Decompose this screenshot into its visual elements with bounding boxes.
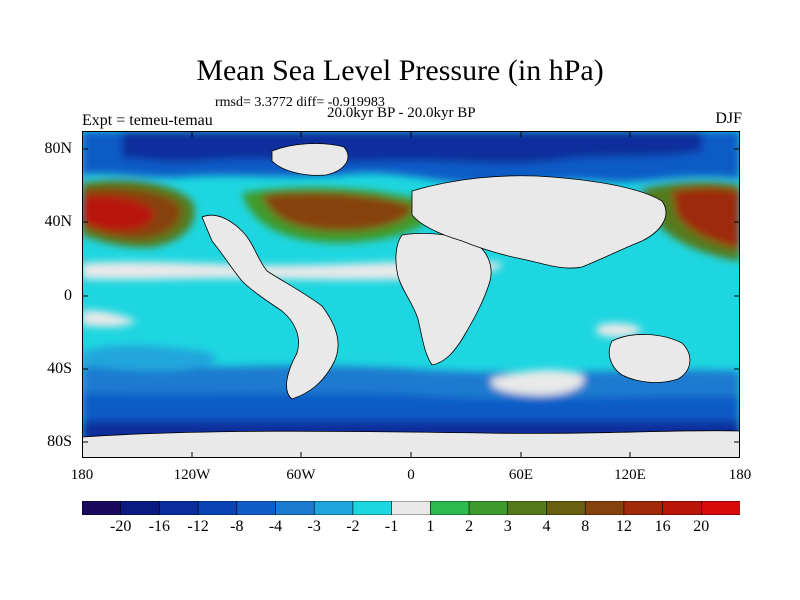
colorbar-swatch (120, 501, 161, 515)
colorbar-label: -4 (268, 518, 283, 535)
lat-label-80n: 80N (44, 140, 72, 157)
lat-label-0: 0 (64, 287, 72, 304)
colorbar-label: 4 (542, 518, 551, 535)
colorbar-label: 1 (426, 518, 435, 535)
colorbar-label: -20 (110, 518, 132, 535)
lon-label-120w: 120W (173, 467, 211, 483)
colorbar-swatch (468, 501, 509, 515)
npacific-high-core (82, 195, 155, 231)
colorbar-label: 2 (465, 518, 474, 535)
eurasia-land (411, 175, 667, 269)
colorbar-label: -3 (307, 518, 321, 535)
indian-ocean-neutral (491, 370, 584, 396)
lon-label-180w: 180 (70, 467, 94, 483)
lon-label-60w: 60W (286, 467, 316, 483)
atlantic-high-core (262, 192, 413, 231)
east-pacific-neutral (82, 310, 137, 327)
colorbar-swatch (623, 501, 664, 515)
colorbar-label: 8 (581, 518, 590, 535)
colorbar-swatch (391, 501, 432, 515)
colorbar-swatch (700, 501, 740, 515)
colorbar-swatch (430, 501, 470, 515)
colorbar-swatch (236, 501, 277, 515)
colorbar-label: 20 (693, 518, 710, 535)
antarctica-land (82, 430, 740, 458)
pressure-map (82, 131, 740, 458)
map-title: Mean Sea Level Pressure (in hPa) (196, 54, 604, 87)
colorbar-swatch (546, 501, 586, 515)
colorbar-swatch (82, 501, 122, 515)
australia-land (608, 334, 691, 383)
colorbar-label: 12 (615, 518, 632, 535)
map-ticks (82, 131, 740, 458)
stats-text: rmsd= 3.3772 diff= -0.919983 (215, 95, 385, 110)
colorbar-swatch (507, 501, 548, 515)
season-text: DJF (715, 110, 742, 127)
north-deep-low (122, 131, 702, 164)
wpacific-high-core (672, 187, 740, 249)
lat-label-40n: 40N (44, 213, 72, 230)
colorbar-swatch (159, 501, 199, 515)
colorbar-swatch (584, 501, 625, 515)
continents (82, 143, 740, 458)
pacific-south-patch (82, 345, 217, 371)
lon-label-60e: 60E (508, 467, 534, 483)
lat-label-40s: 40S (47, 360, 72, 377)
lon-label-120e: 120E (614, 467, 646, 483)
colorbar-swatch (662, 501, 703, 515)
colorbar-label: -2 (346, 518, 360, 535)
experiment-text: Expt = temeu-temau (82, 112, 213, 129)
lon-label-0: 0 (407, 467, 415, 483)
greenland-land (271, 143, 349, 176)
colorbar-label: -8 (230, 518, 244, 535)
colorbar-label: 16 (654, 518, 671, 535)
indo-neutral (597, 323, 642, 338)
colorbar-label: 3 (503, 518, 512, 535)
colorbar-swatch (352, 501, 393, 515)
colorbar-swatch (197, 501, 238, 515)
colorbar-swatch (275, 501, 316, 515)
colorbar-label: -16 (148, 518, 171, 535)
lon-label-180e: 180 (728, 467, 752, 483)
period-text: 20.0kyr BP - 20.0kyr BP (327, 105, 476, 121)
colorbar-swatch (313, 501, 354, 515)
lat-label-80s: 80S (47, 433, 72, 450)
colorbar (82, 501, 740, 515)
colorbar-label: -12 (187, 518, 209, 535)
colorbar-label: -1 (384, 518, 399, 535)
americas-land (201, 214, 339, 400)
